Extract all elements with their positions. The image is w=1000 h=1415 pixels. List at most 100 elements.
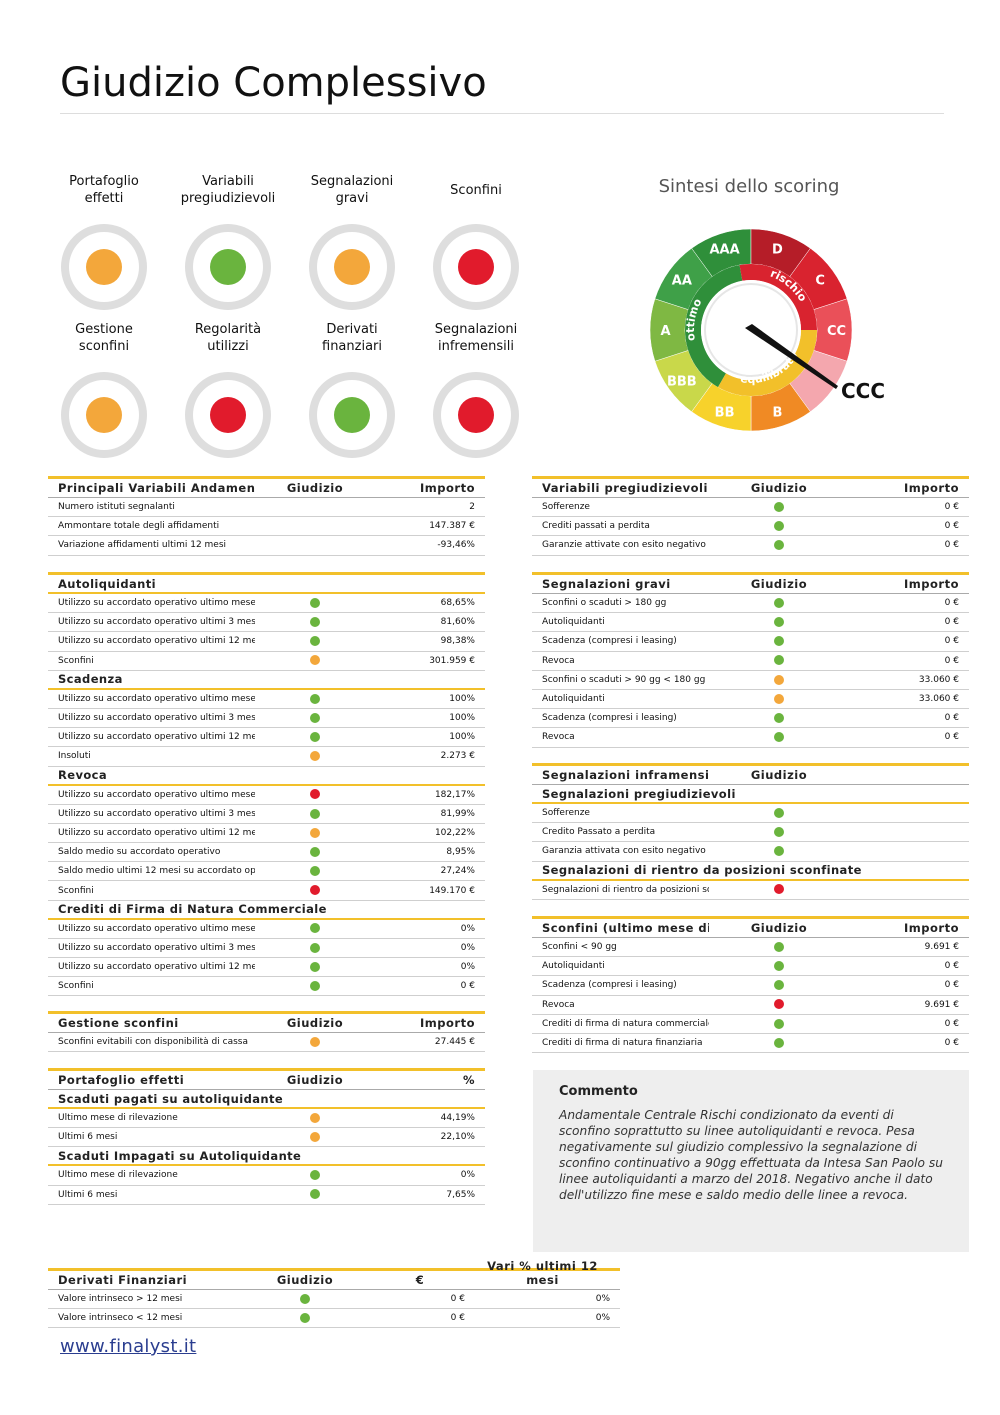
status-dot-icon (310, 1189, 320, 1200)
row-value: 0% (460, 962, 475, 973)
row-status (255, 1170, 375, 1181)
row-status (709, 807, 849, 819)
row-status (255, 751, 375, 762)
table-header: Segnalazioni gravi Giudizio Importo (532, 572, 969, 594)
status-dot-icon (774, 674, 784, 685)
row-label: Numero istituti segnalanti (58, 502, 175, 513)
header-title: Derivati Finanziari (58, 1273, 188, 1287)
row-status (255, 1112, 375, 1124)
row-value: 0 € (944, 713, 959, 724)
row-label: Saldo medio su accordato operativo (58, 847, 221, 858)
table-row: Utilizzo su accordato operativo ultimo m… (48, 786, 485, 805)
row-value: -93,46% (437, 540, 475, 551)
row-status (709, 597, 849, 609)
gauge-needle (745, 324, 838, 389)
row-value: 149.170 € (429, 885, 475, 896)
table-row: Sconfini o scaduti > 180 gg 0 € (532, 594, 969, 614)
table-row: Sconfini 149.170 € (48, 881, 485, 901)
page-title: Giudizio Complessivo (60, 60, 487, 106)
table-header: Derivati Finanziari Giudizio € Vari % ultim… (48, 1259, 620, 1290)
row-label: Utilizzo su accordato operativo ultimi 1… (58, 962, 255, 973)
row-value: 81,60% (440, 617, 475, 628)
indicator-label: Segnalazioni gravi (310, 174, 394, 206)
row-value: 9.691 € (924, 942, 959, 953)
indicator-ring (309, 372, 395, 458)
table-pregiudizievoli: Variabili pregiudizievoli Giudizio Importo… (532, 476, 969, 556)
table-row: Scadenza (compresi i leasing) 0 € (532, 976, 969, 996)
status-dot-icon (774, 655, 784, 666)
header-giudizio: Giudizio (286, 481, 344, 495)
status-dot-icon (774, 807, 784, 818)
table-row: Scadenza (compresi i leasing) 0 € (532, 709, 969, 729)
title-divider (60, 113, 944, 114)
gauge-label: AA (672, 274, 692, 289)
gauge-zone-band (718, 330, 817, 397)
header-title: Gestione sconfini (58, 1016, 179, 1030)
indicator-ring (61, 372, 147, 458)
table-row: Numero istituti segnalanti 2 (48, 498, 485, 518)
table-header: Variabili pregiudizievoli Giudizio Importo (532, 476, 969, 498)
row-label: Garanzie attivate con esito negativo (542, 540, 706, 551)
table-portafoglio: Portafoglio effetti Giudizio% Scaduti paga… (48, 1068, 485, 1205)
header-importo: % (462, 1073, 475, 1087)
table-row: Sconfini 0 € (48, 977, 485, 997)
row-label: Sofferenze (542, 502, 590, 513)
row-status (255, 808, 375, 820)
status-dot-icon (774, 597, 784, 608)
table-row: Autoliquidanti 0 € (532, 613, 969, 633)
footer-link[interactable]: www.finalyst.it (60, 1336, 197, 1357)
table-row: Credito Passato a perdita (532, 823, 969, 843)
row-label: Sconfini (58, 981, 94, 992)
table-row: Ammontare totale degli affidamenti 147.38… (48, 517, 485, 537)
row-value: 0 € (944, 502, 959, 513)
table-row: Ultimi 6 mesi 7,65% (48, 1186, 485, 1205)
gauge-label: B (772, 405, 782, 420)
status-dot-icon (774, 827, 784, 838)
section-title: Segnalazioni pregiudizievoli (532, 785, 969, 804)
comment-text: Andamentale Centrale Rischi condizionato… (559, 1108, 943, 1202)
row-label: Utilizzo su accordato operativo ultimi 3… (58, 713, 255, 724)
indicator-label: Sconfini (450, 182, 502, 198)
row-value: 0 € (944, 636, 959, 647)
gauge-label: AAA (709, 243, 739, 258)
indicator-label: Variabili pregiudizievoli (180, 174, 276, 206)
row-label: Utilizzo su accordato operativo ultimi 3… (58, 942, 255, 953)
table-row: Crediti di firma di natura commerciale 0 … (532, 1015, 969, 1034)
indicator-ring-inner (317, 232, 387, 302)
scoring-result: CCC (841, 379, 885, 403)
row-status (255, 789, 375, 800)
table-row: Insoluti 2.273 € (48, 747, 485, 767)
status-dot-icon (310, 655, 320, 666)
status-dot-icon (310, 1132, 320, 1143)
row-status (245, 1293, 365, 1305)
table-row: Sofferenze (532, 804, 969, 824)
comment-box: Commento Andamentale Centrale Rischi con… (533, 1070, 969, 1252)
table-row: Revoca 9.691 € (532, 996, 969, 1015)
indicator-7: Segnalazioni infremensili (416, 320, 536, 458)
row-label: Ultimi 6 mesi (58, 1189, 118, 1200)
row-value: 0 € (944, 1018, 959, 1029)
status-dot-icon (774, 1018, 784, 1029)
row-value: 182,17% (434, 789, 475, 800)
row-value: 0% (460, 942, 475, 953)
table-row: Autoliquidanti 33.060 € (532, 690, 969, 710)
row-label: Crediti passati a perdita (542, 521, 650, 532)
table-header: Sconfini (ultimo mese di rilevazione) Giu… (532, 916, 969, 938)
status-dot-icon (310, 942, 320, 953)
indicator-4: Gestione sconfini (44, 320, 164, 458)
table-row: Utilizzo su accordato operativo ultimi 3… (48, 939, 485, 958)
row-value: 7,65% (446, 1189, 475, 1200)
status-dot-icon (310, 846, 320, 857)
status-dot-icon (310, 808, 320, 819)
table-gravi: Segnalazioni gravi Giudizio Importo Sconfin… (532, 572, 969, 748)
row-label: Garanzia attivata con esito negativo (542, 846, 706, 857)
scoring-gauge: AAADCCCBBBBBBAAAottimorischioequilibrato… (649, 228, 885, 432)
header-importo: Importo (420, 481, 475, 495)
status-dot-icon (210, 249, 246, 285)
gauge-label: A (660, 324, 670, 339)
table-header: Principali Variabili Andamentali Giudizio… (48, 476, 485, 498)
indicator-6: Derivati finanziari (292, 320, 412, 458)
table-row: Sofferenze 0 € (532, 498, 969, 518)
table-row: Utilizzo su accordato operativo ultimi 3… (48, 709, 485, 729)
row-label: Scadenza (compresi i leasing) (542, 713, 677, 724)
